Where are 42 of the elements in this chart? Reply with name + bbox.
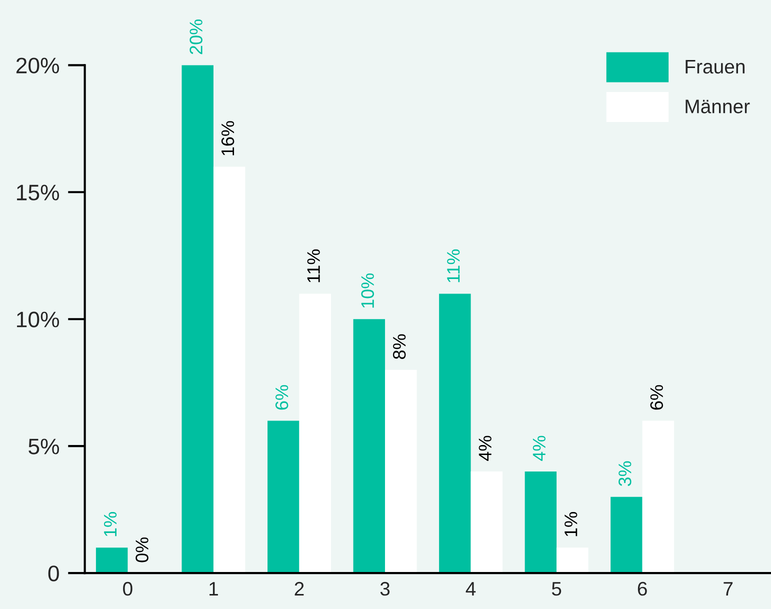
x-tick-label: 4 xyxy=(466,582,476,596)
x-tick-label: 1 xyxy=(210,582,218,596)
data-label: 6% xyxy=(275,385,288,410)
data-label: 20% xyxy=(190,20,202,54)
x-tick-label: 3 xyxy=(380,582,390,596)
y-tick-label: 10% xyxy=(17,312,60,328)
legend-label: Männer xyxy=(686,100,750,114)
legend-label: Frauen xyxy=(686,60,744,74)
y-tick-label: 20% xyxy=(16,58,60,74)
data-label: 11% xyxy=(447,249,460,282)
x-tick-label: 7 xyxy=(724,582,733,596)
bar xyxy=(610,496,642,574)
bar xyxy=(182,65,214,574)
data-label: 3% xyxy=(618,461,632,486)
data-label: 16% xyxy=(221,121,234,156)
bar xyxy=(299,294,331,574)
bar xyxy=(213,166,246,574)
bar xyxy=(385,370,417,574)
data-label: 4% xyxy=(478,436,492,461)
data-label: 10% xyxy=(361,273,374,308)
x-tick-label: 6 xyxy=(638,582,647,596)
x-tick-label: 5 xyxy=(552,582,562,596)
bar xyxy=(470,471,503,574)
data-label: 8% xyxy=(392,334,406,359)
x-tick-label: 2 xyxy=(294,582,304,596)
bar xyxy=(353,319,386,574)
data-label: 1% xyxy=(104,512,117,536)
bar xyxy=(96,548,128,574)
bar xyxy=(439,294,471,574)
bar xyxy=(642,420,674,574)
data-label: 11% xyxy=(307,249,320,282)
bar xyxy=(524,471,557,574)
y-tick-label: 0 xyxy=(48,566,59,582)
data-label: 6% xyxy=(650,385,664,410)
x-tick-label: 0 xyxy=(123,582,132,596)
data-label: 1% xyxy=(564,512,578,536)
bar xyxy=(268,420,300,574)
data-label: 4% xyxy=(532,436,546,461)
y-tick-label: 15% xyxy=(17,184,60,200)
y-tick-label: 5% xyxy=(28,438,60,454)
bar xyxy=(556,548,588,574)
data-label: 0% xyxy=(136,537,148,562)
